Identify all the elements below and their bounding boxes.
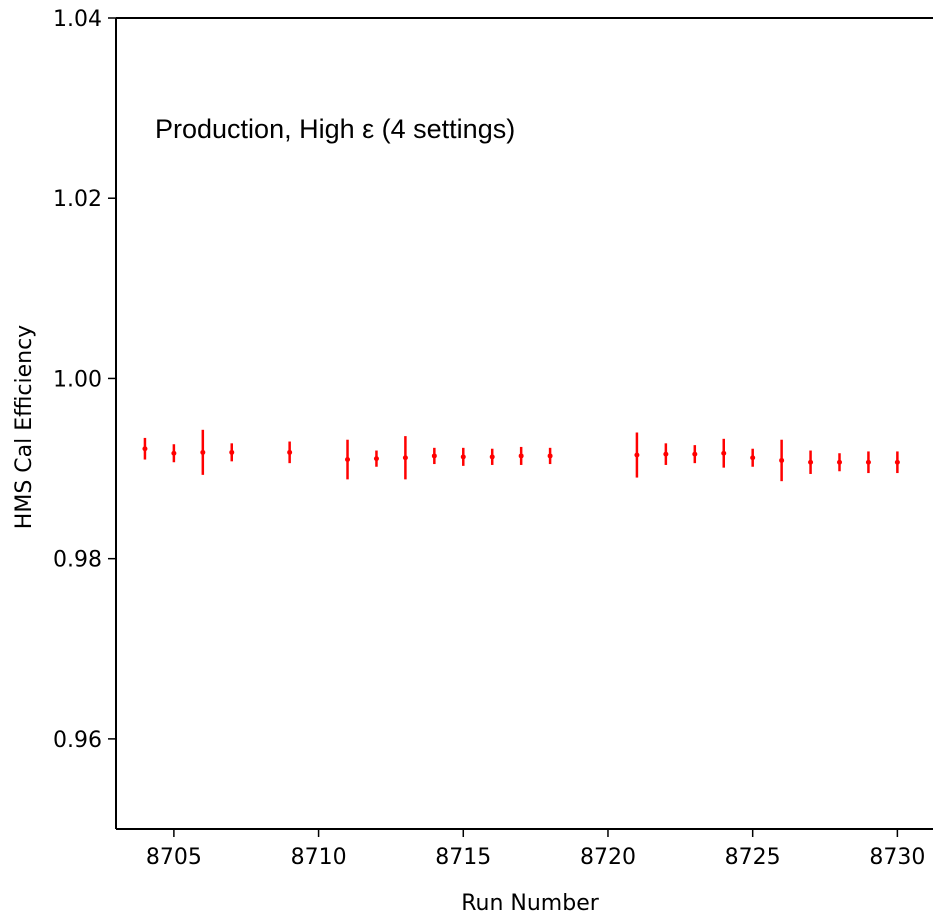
point-marker (518, 453, 524, 459)
data-point (808, 450, 814, 474)
data-point (345, 439, 351, 480)
point-marker (287, 449, 293, 455)
data-point (489, 448, 495, 465)
point-marker (779, 457, 785, 463)
y-tick-label: 1.04 (53, 7, 102, 32)
point-marker (663, 451, 669, 457)
x-tick-label: 8725 (725, 845, 781, 870)
x-tick-label: 8730 (869, 845, 925, 870)
data-point (229, 443, 235, 462)
point-marker (229, 449, 235, 455)
point-marker (721, 450, 727, 456)
x-tick-label: 8720 (580, 845, 636, 870)
point-marker (634, 452, 640, 458)
x-tick-label: 8705 (146, 845, 202, 870)
data-point (894, 451, 900, 474)
data-point (692, 445, 698, 464)
point-marker (200, 449, 206, 455)
point-marker (750, 455, 756, 461)
x-axis: 8705 8710 8715 8720 8725 8730 (146, 829, 925, 870)
point-marker (460, 454, 466, 460)
data-point (460, 447, 466, 466)
data-point (171, 444, 177, 463)
point-marker (547, 453, 553, 459)
point-marker (345, 457, 351, 463)
data-point (547, 447, 553, 465)
y-tick-label: 0.96 (53, 728, 102, 753)
point-marker (489, 454, 495, 460)
data-point (518, 446, 524, 465)
y-axis: 0.96 0.98 1.00 1.02 1.04 (53, 7, 116, 753)
y-axis-title: HMS Cal Efficiency (12, 325, 37, 529)
data-point (865, 451, 871, 474)
data-point (373, 450, 379, 467)
data-point (200, 429, 206, 475)
point-marker (431, 453, 437, 459)
y-tick-label: 1.02 (53, 187, 102, 212)
point-marker (402, 455, 408, 461)
data-point (287, 441, 293, 464)
point-marker (836, 459, 842, 465)
data-point (431, 447, 437, 465)
point-marker (692, 451, 698, 457)
data-point (721, 438, 727, 468)
point-marker (373, 456, 379, 462)
y-tick-label: 1.00 (53, 367, 102, 392)
data-point (142, 437, 148, 460)
point-marker (142, 446, 148, 452)
data-point (634, 432, 640, 478)
data-point (779, 439, 785, 482)
point-marker (894, 459, 900, 465)
point-marker (865, 459, 871, 465)
point-marker (808, 459, 814, 465)
x-tick-label: 8715 (435, 845, 491, 870)
data-point (750, 448, 756, 467)
data-point (663, 443, 669, 465)
point-marker (171, 450, 177, 456)
y-tick-label: 0.98 (53, 548, 102, 573)
chart-annotation: Production, High ε (4 settings) (155, 114, 515, 144)
x-axis-title: Run Number (461, 891, 600, 916)
data-series (142, 429, 900, 482)
data-point (836, 453, 842, 472)
data-point (402, 436, 408, 480)
x-tick-label: 8710 (291, 845, 347, 870)
plot-frame (115, 17, 933, 830)
